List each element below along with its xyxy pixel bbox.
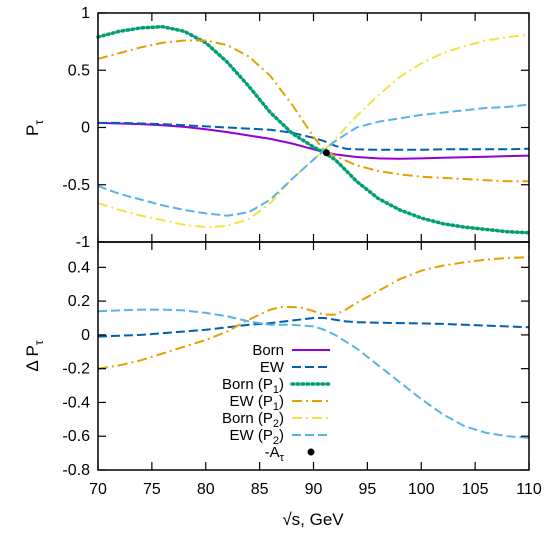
x-tick-label: 95 (358, 481, 376, 498)
y-tick-label: 0.2 (68, 293, 90, 310)
series-line-ew_p1 (97, 39, 529, 183)
legend-label-ew_p2: EW (P2) (230, 427, 284, 447)
bottom-panel: -0.8 -0.6 -0.4 -0.2 0 0.2 0.4 70 75 80 85 90 95 100 10… (23, 241, 542, 529)
bottom-plot-frame (97, 241, 530, 471)
series-line-ew_p2 (97, 103, 530, 217)
x-tick-label: 90 (305, 481, 323, 498)
y-tick-label: 0.4 (68, 259, 90, 276)
legend-swatch-a_tau (307, 448, 315, 456)
y-tick-label: 1 (81, 5, 90, 22)
y-tick-label: -0.8 (62, 462, 90, 479)
legend-label-born: Born (252, 342, 284, 359)
series-line-born_p2 (97, 33, 530, 229)
legend-label-born_p2: Born (P2) (222, 410, 284, 430)
legend-label-ew_p1: EW (P1) (230, 393, 284, 413)
top-y-axis-label: Pτ (23, 120, 46, 136)
y-tick-label: -0.4 (62, 394, 90, 411)
top-series-group (96, 24, 531, 235)
x-tick-label: 80 (197, 481, 215, 498)
y-tick-label: -1 (76, 234, 90, 251)
x-tick-label: 85 (251, 481, 269, 498)
series-line-dp_ew (97, 317, 530, 338)
y-tick-label: 0 (81, 120, 90, 137)
series-line-ew (98, 121, 530, 151)
y-tick-label: -0.6 (62, 428, 90, 445)
data-point-a_tau (322, 149, 330, 157)
bottom-series-group (97, 256, 530, 439)
series-line-born_p1 (96, 24, 531, 235)
bottom-ticks-group: -0.8 -0.6 -0.4 -0.2 0 0.2 0.4 70 75 80 85 90 95 100 10… (62, 242, 542, 498)
x-tick-label: 75 (143, 481, 161, 498)
x-tick-label: 110 (516, 481, 542, 498)
series-line-dp_p2 (97, 308, 530, 439)
x-tick-label: 100 (408, 481, 435, 498)
series-line-dp_p1 (97, 256, 530, 370)
top-points-group (322, 149, 330, 157)
bottom-y-axis-label: Δ Pτ (23, 340, 46, 371)
legend-label-a_tau: -Aτ (265, 444, 285, 464)
legend-label-ew: EW (260, 359, 285, 376)
y-tick-label: -0.5 (62, 177, 90, 194)
y-tick-label: 0 (81, 327, 90, 344)
x-tick-label: 105 (462, 481, 489, 498)
top-panel: -1 -0.5 0 0.5 1 Pτ (23, 5, 531, 251)
y-tick-label: -0.2 (62, 361, 90, 378)
x-tick-label: 70 (89, 481, 107, 498)
legend-label-born_p1: Born (P1) (222, 376, 284, 396)
y-tick-label: 0.5 (68, 62, 90, 79)
x-axis-label: √s, GeV (282, 510, 344, 529)
